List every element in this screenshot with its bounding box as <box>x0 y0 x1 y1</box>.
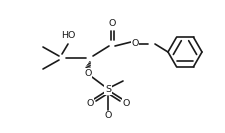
Text: S: S <box>105 86 111 95</box>
Text: O: O <box>84 68 92 78</box>
Text: O: O <box>86 99 94 107</box>
Text: HO: HO <box>61 32 75 41</box>
Text: O: O <box>131 40 139 49</box>
Text: O: O <box>104 111 112 120</box>
Text: O: O <box>108 18 116 28</box>
Text: O: O <box>122 99 130 107</box>
